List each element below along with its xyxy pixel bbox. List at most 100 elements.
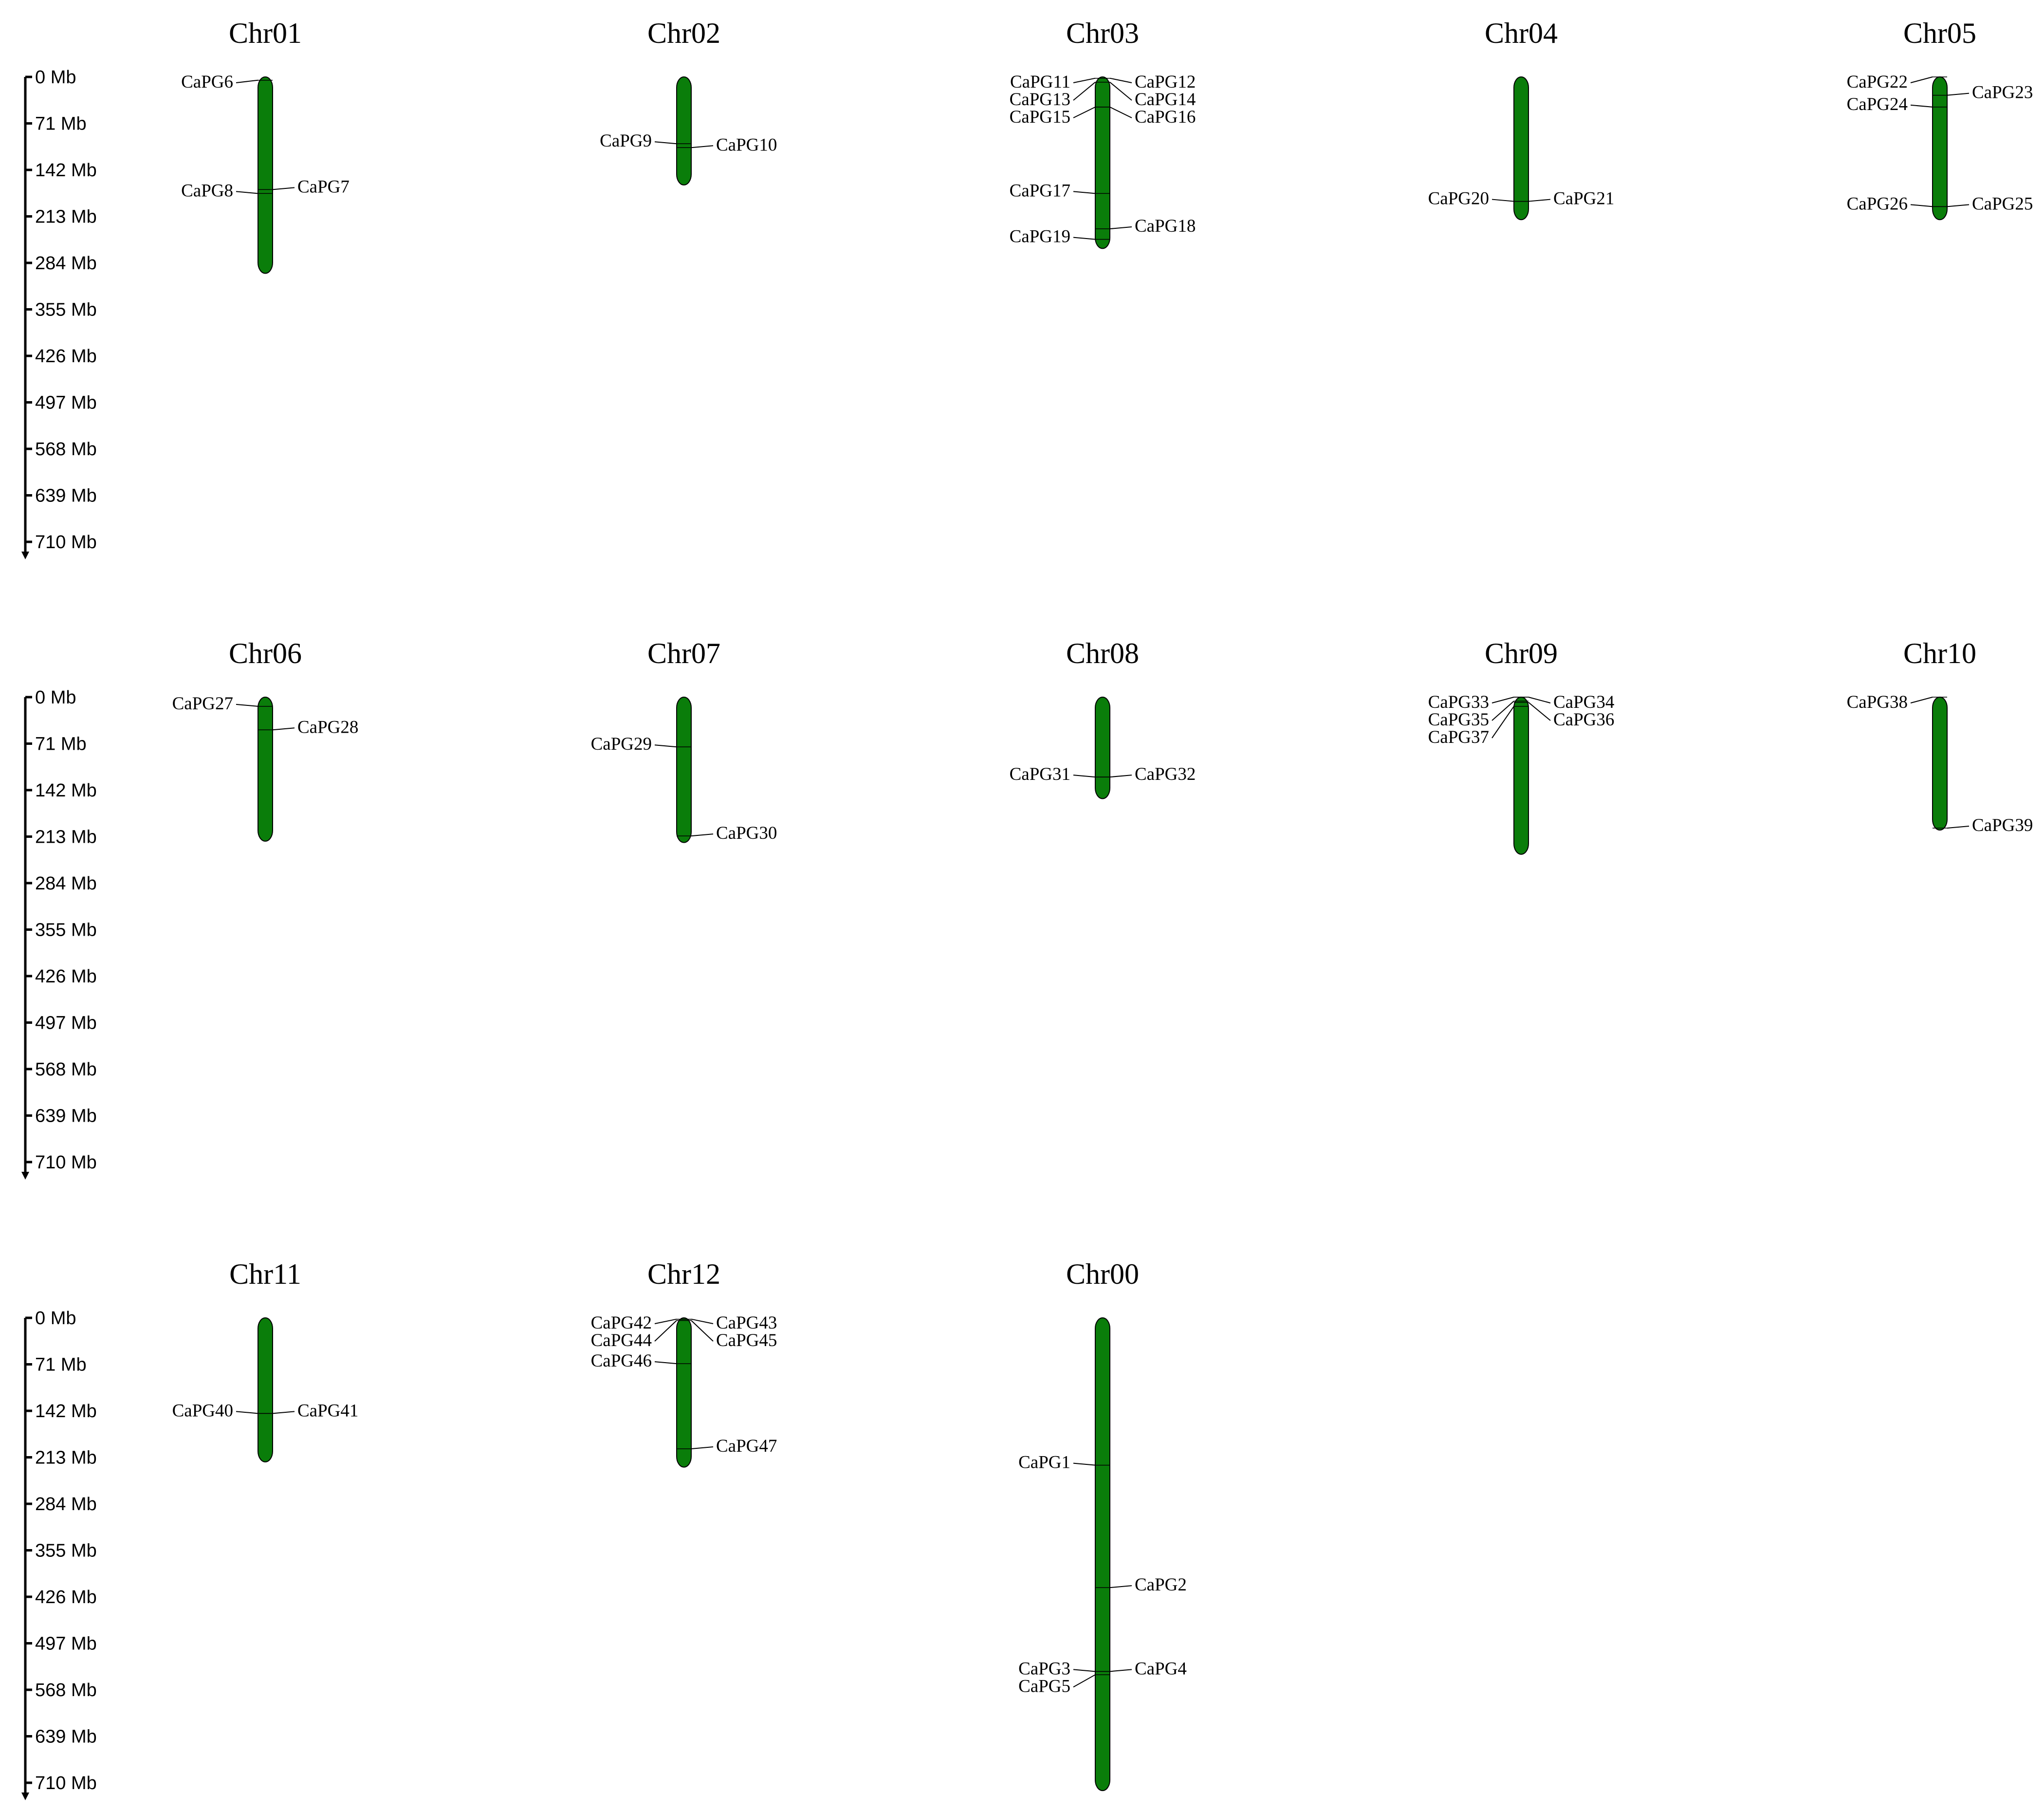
scale-tick-label: 213 Mb [35,1448,97,1468]
gene-leader-line [1109,77,1132,83]
gene-leader-line [1492,701,1514,721]
chromosome-title: Chr01 [229,17,302,49]
gene-leader-line [1947,826,1970,829]
scale-tick-label: 71 Mb [35,1355,87,1375]
chromosome-bar [1932,76,1948,221]
gene-label: CaPG1 [1018,1453,1070,1473]
gene-label: CaPG3 [1018,1659,1070,1679]
gene-leader-line [272,187,295,190]
scale-tick-label: 426 Mb [35,966,97,987]
gene-leader-line [1109,1585,1132,1589]
chromosome-bar [1095,1317,1110,1792]
gene-leader-line [1073,77,1096,83]
chromosome-bar [1513,697,1529,855]
gene-label: CaPG44 [591,1331,652,1350]
scale-tick-label: 71 Mb [35,114,87,134]
gene-leader-line [691,1320,714,1342]
gene-label: CaPG28 [297,717,358,737]
gene-leader-line [654,1320,677,1342]
scale-tick-label: 497 Mb [35,1013,97,1034]
gene-leader-line [691,833,714,837]
gene-leader-line [1910,204,1933,207]
scale-tick-label: 71 Mb [35,734,87,755]
chromosome-chr02: Chr02 CaPG9 CaPG10 [600,17,777,185]
scale-tick-label: 142 Mb [35,1401,97,1422]
gene-leader-line [1109,775,1132,778]
scale-tick-label: 426 Mb [35,346,97,367]
scale-tick-label: 355 Mb [35,920,97,941]
chromosome-bar [676,1317,692,1468]
scale-arrow-icon [21,1793,29,1800]
gene-label: CaPG47 [716,1436,777,1456]
gene-label: CaPG14 [1135,90,1196,110]
gene-label: CaPG39 [1972,815,2033,835]
chromosome-chr06: Chr06 CaPG27 CaPG28 [172,637,358,842]
chromosome-chr04: Chr04 CaPG20 CaPG21 [1428,17,1614,221]
chromosome-title: Chr08 [1066,637,1139,669]
gene-label: CaPG5 [1018,1676,1070,1696]
scale-tick-label: 568 Mb [35,439,97,460]
gene-leader-line [691,1318,714,1324]
gene-label: CaPG31 [1010,764,1070,784]
chromosome-bar [676,76,692,185]
gene-leader-line [1910,76,1933,83]
scale-tick-label: 142 Mb [35,160,97,181]
gene-leader-line [1492,706,1514,739]
gene-leader-line [1910,104,1933,108]
chromosome-title: Chr10 [1903,637,1976,669]
gene-leader-line [1910,697,1933,703]
gene-label: CaPG32 [1135,764,1196,784]
gene-leader-line [1073,106,1096,118]
chromosome-bar [676,697,692,843]
gene-label: CaPG25 [1972,194,2033,214]
gene-leader-line [1073,1462,1096,1466]
scale-tick-label: 497 Mb [35,1634,97,1654]
gene-leader-line [1073,81,1096,101]
gene-leader-line [272,727,295,731]
gene-leader-line [1109,1669,1132,1672]
scale-tick-label: 710 Mb [35,532,97,553]
chromosome-chr10: Chr10 CaPG38 CaPG39 [1847,637,2033,835]
gene-label: CaPG41 [297,1401,358,1421]
scale-tick-label: 568 Mb [35,1059,97,1080]
gene-leader-line [691,145,714,148]
gene-leader-line [654,141,677,145]
scale-tick-label: 0 Mb [35,67,76,88]
chromosome-bar [1095,76,1110,249]
chromosome-bar [1932,697,1948,831]
gene-leader-line [1492,697,1514,703]
gene-label: CaPG19 [1010,227,1070,247]
chromosome-bar [1095,697,1110,799]
gene-leader-line [1528,702,1551,721]
scale-bar: 0 Mb 71 Mb 142 Mb 213 Mb 284 Mb 355 Mb 426 Mb 4… [21,687,97,1180]
gene-leader-line [1528,697,1551,703]
scale-bar: 0 Mb 71 Mb 142 Mb 213 Mb 284 Mb 355 Mb 426 Mb 4… [21,67,97,559]
scale-tick-label: 142 Mb [35,780,97,801]
gene-label: CaPG43 [716,1313,777,1333]
chromosome-title: Chr03 [1066,17,1139,49]
gene-label: CaPG16 [1135,107,1196,127]
gene-label: CaPG46 [591,1351,652,1371]
gene-label: CaPG18 [1135,216,1196,236]
gene-label: CaPG2 [1135,1575,1187,1595]
gene-label: CaPG38 [1847,692,1908,712]
gene-label: CaPG20 [1428,189,1489,209]
gene-label: CaPG30 [716,823,777,843]
scale-tick-label: 426 Mb [35,1587,97,1608]
chromosome-bar [1513,76,1529,221]
scale-tick-label: 213 Mb [35,207,97,227]
gene-label: CaPG6 [181,72,233,92]
scale-tick-label: 355 Mb [35,300,97,320]
chromosome-bar [258,76,273,274]
gene-label: CaPG24 [1847,94,1908,114]
scale-arrow-icon [21,552,29,559]
gene-label: CaPG7 [297,177,350,197]
gene-label: CaPG17 [1010,181,1070,201]
scale-tick-label: 497 Mb [35,393,97,413]
gene-leader-line [1073,1674,1096,1688]
gene-leader-line [1073,191,1096,194]
gene-label: CaPG23 [1972,83,2033,103]
